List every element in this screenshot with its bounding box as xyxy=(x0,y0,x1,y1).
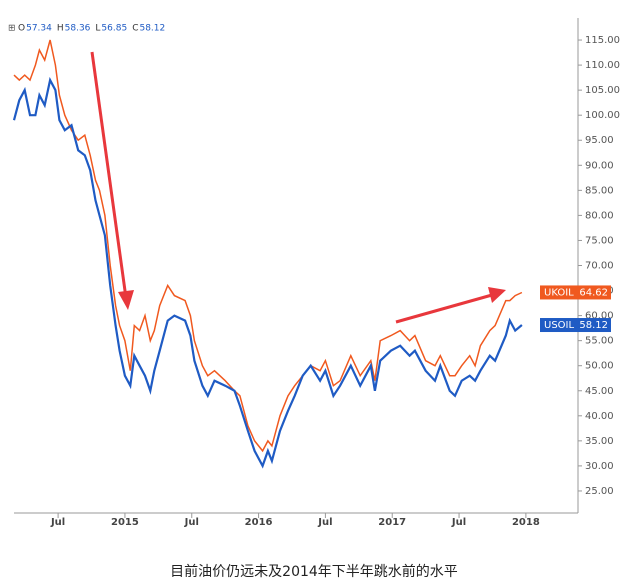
price-tag-value: 64.62 xyxy=(579,287,608,298)
x-tick-label: 2018 xyxy=(512,517,540,528)
x-tick-label: 2017 xyxy=(378,517,406,528)
x-tick-label: 2016 xyxy=(245,517,273,528)
ohlc-value: 58.36 xyxy=(65,24,91,34)
price-tag: UKOIL 64.62 xyxy=(540,285,611,300)
price-tag: USOIL 58.12 xyxy=(540,318,611,333)
x-tick-label: Jul xyxy=(451,517,466,528)
y-tick-label: 80.00 xyxy=(585,210,614,221)
y-tick-label: 100.00 xyxy=(585,110,620,121)
price-tag-name: USOIL xyxy=(544,320,574,331)
y-tick-label: 45.00 xyxy=(585,386,614,397)
ohlc-icon: ⊞ xyxy=(8,24,16,34)
x-tick-label: Jul xyxy=(50,517,65,528)
y-tick-label: 110.00 xyxy=(585,60,620,71)
price-tag-box xyxy=(540,285,611,300)
ohlc-label: C xyxy=(132,24,138,34)
y-tick-label: 85.00 xyxy=(585,185,614,196)
ohlc-value: 56.85 xyxy=(101,24,127,34)
x-tick-label: Jul xyxy=(317,517,332,528)
y-tick-label: 90.00 xyxy=(585,160,614,171)
y-tick-label: 60.00 xyxy=(585,311,614,322)
y-tick-label: 30.00 xyxy=(585,461,614,472)
ohlc-label: H xyxy=(57,24,64,34)
ohlc-value: 58.12 xyxy=(139,24,165,34)
ohlc-label: O xyxy=(18,24,25,34)
y-tick-label: 55.00 xyxy=(585,336,614,347)
y-tick-label: 40.00 xyxy=(585,411,614,422)
y-tick-label: 35.00 xyxy=(585,436,614,447)
annotation-arrows xyxy=(90,51,506,324)
price-tag-box xyxy=(540,318,611,333)
series-line xyxy=(13,39,523,453)
y-tick-label: 75.00 xyxy=(585,235,614,246)
series-line xyxy=(12,76,523,469)
price-tag-name: UKOIL xyxy=(544,287,574,298)
y-tick-label: 95.00 xyxy=(585,135,614,146)
x-tick-label: Jul xyxy=(184,517,199,528)
ohlc-label: L xyxy=(95,24,100,34)
caption: 目前油价仍远未及2014年下半年跳水前的水平 xyxy=(170,563,458,580)
ohlc-value: 57.34 xyxy=(26,24,52,34)
y-tick-label: 50.00 xyxy=(585,361,614,372)
x-tick-label: 2015 xyxy=(111,517,139,528)
y-tick-label: 70.00 xyxy=(585,261,614,272)
y-tick-label: 25.00 xyxy=(585,486,614,497)
y-tick-label: 115.00 xyxy=(585,35,620,46)
y-tick-label: 105.00 xyxy=(585,85,620,96)
price-tag-value: 58.12 xyxy=(579,320,608,331)
